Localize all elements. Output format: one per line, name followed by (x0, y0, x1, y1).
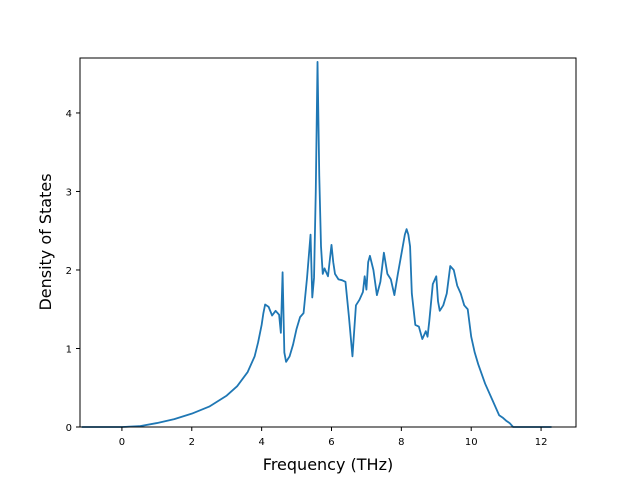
y-tick-label: 2 (66, 266, 72, 277)
x-tick-label: 0 (119, 437, 125, 448)
x-tick-label: 2 (189, 437, 195, 448)
x-tick-label: 12 (535, 437, 548, 448)
y-tick-label: 3 (66, 187, 72, 198)
y-axis-label: Density of States (36, 173, 55, 310)
x-tick-label: 8 (398, 437, 404, 448)
plot-frame (79, 57, 577, 428)
y-tick-label: 4 (66, 109, 72, 120)
y-tick-label: 0 (66, 423, 72, 434)
dos-series-line (81, 61, 552, 428)
x-tick-label: 6 (328, 437, 334, 448)
x-tick-label: 10 (465, 437, 478, 448)
x-axis-label: Frequency (THz) (263, 455, 393, 474)
x-tick-label: 4 (258, 437, 264, 448)
y-tick-label: 1 (66, 344, 72, 355)
